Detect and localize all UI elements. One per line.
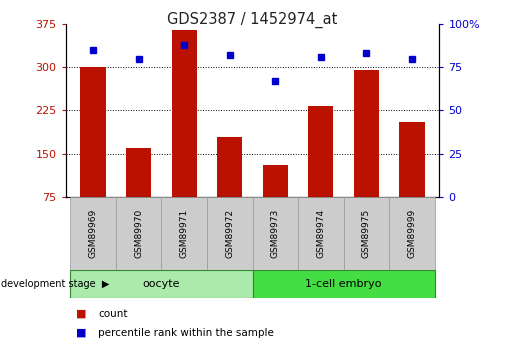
- Bar: [126, 148, 151, 197]
- Text: development stage  ▶: development stage ▶: [1, 279, 110, 289]
- Text: oocyte: oocyte: [142, 279, 180, 289]
- Bar: [389, 197, 435, 271]
- Bar: [252, 270, 435, 298]
- Text: 1-cell embryo: 1-cell embryo: [306, 279, 382, 289]
- Text: GSM89969: GSM89969: [88, 209, 97, 258]
- Bar: [172, 30, 196, 197]
- Bar: [354, 70, 379, 197]
- Text: GSM89975: GSM89975: [362, 209, 371, 258]
- Text: GSM89973: GSM89973: [271, 209, 280, 258]
- Text: percentile rank within the sample: percentile rank within the sample: [98, 328, 274, 338]
- Text: GSM89999: GSM89999: [408, 209, 417, 258]
- Bar: [309, 106, 333, 197]
- Bar: [70, 197, 116, 271]
- Bar: [298, 197, 343, 271]
- Bar: [207, 197, 252, 271]
- Bar: [343, 197, 389, 271]
- Text: count: count: [98, 309, 128, 319]
- Text: GSM89972: GSM89972: [225, 209, 234, 258]
- Bar: [116, 197, 162, 271]
- Bar: [80, 67, 106, 197]
- Bar: [252, 197, 298, 271]
- Bar: [217, 137, 242, 197]
- Text: GSM89974: GSM89974: [316, 209, 325, 258]
- Bar: [399, 122, 425, 197]
- Text: ■: ■: [76, 328, 86, 338]
- Bar: [263, 165, 288, 197]
- Text: GSM89971: GSM89971: [180, 209, 189, 258]
- Text: ■: ■: [76, 309, 86, 319]
- Bar: [162, 197, 207, 271]
- Text: GDS2387 / 1452974_at: GDS2387 / 1452974_at: [167, 12, 338, 28]
- Text: GSM89970: GSM89970: [134, 209, 143, 258]
- Bar: [70, 270, 252, 298]
